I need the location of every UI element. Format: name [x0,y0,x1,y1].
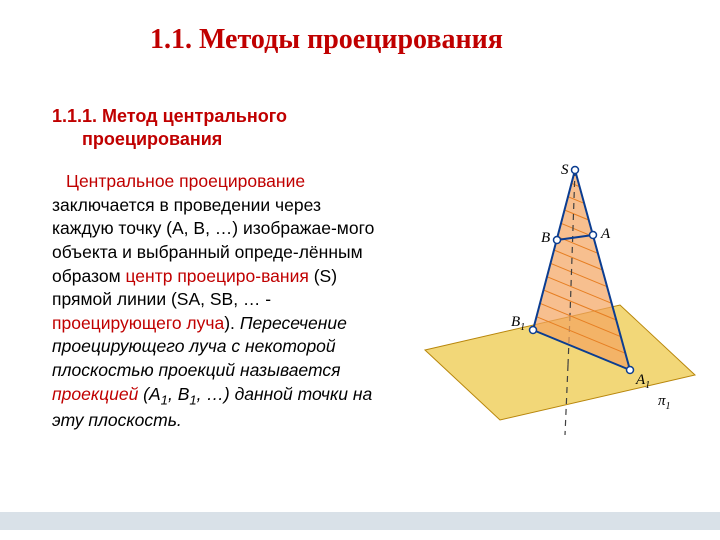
term-projection: проекцией [52,384,138,404]
point-a1 [627,367,634,374]
point-s [572,167,579,174]
subtitle-line-1: 1.1.1. Метод центрального [52,106,287,126]
subtitle-line-2: проецирования [52,128,362,151]
point-b [554,237,561,244]
label-a: A [600,226,611,242]
page-title: 1.1. Методы проецирования [150,24,680,56]
section-subtitle: 1.1.1. Метод центрального проецирования [52,105,362,152]
term-central-projection: Центральное проецирование [66,171,305,191]
term-projection-center: центр проециро-вания [125,266,308,286]
point-a [590,232,597,239]
term-projecting-ray: проецирующего луча [52,313,224,333]
footer-bar [0,512,720,530]
label-b: B [541,230,550,246]
point-b1 [530,327,537,334]
label-pi1: π1 [658,393,671,412]
body-text: Центральное проецирование заключается в … [52,170,382,432]
slide: 1.1. Методы проецирования 1.1.1. Метод ц… [0,0,720,540]
projection-diagram: S A B A1 B1 π1 [420,150,700,450]
label-s: S [561,162,569,178]
